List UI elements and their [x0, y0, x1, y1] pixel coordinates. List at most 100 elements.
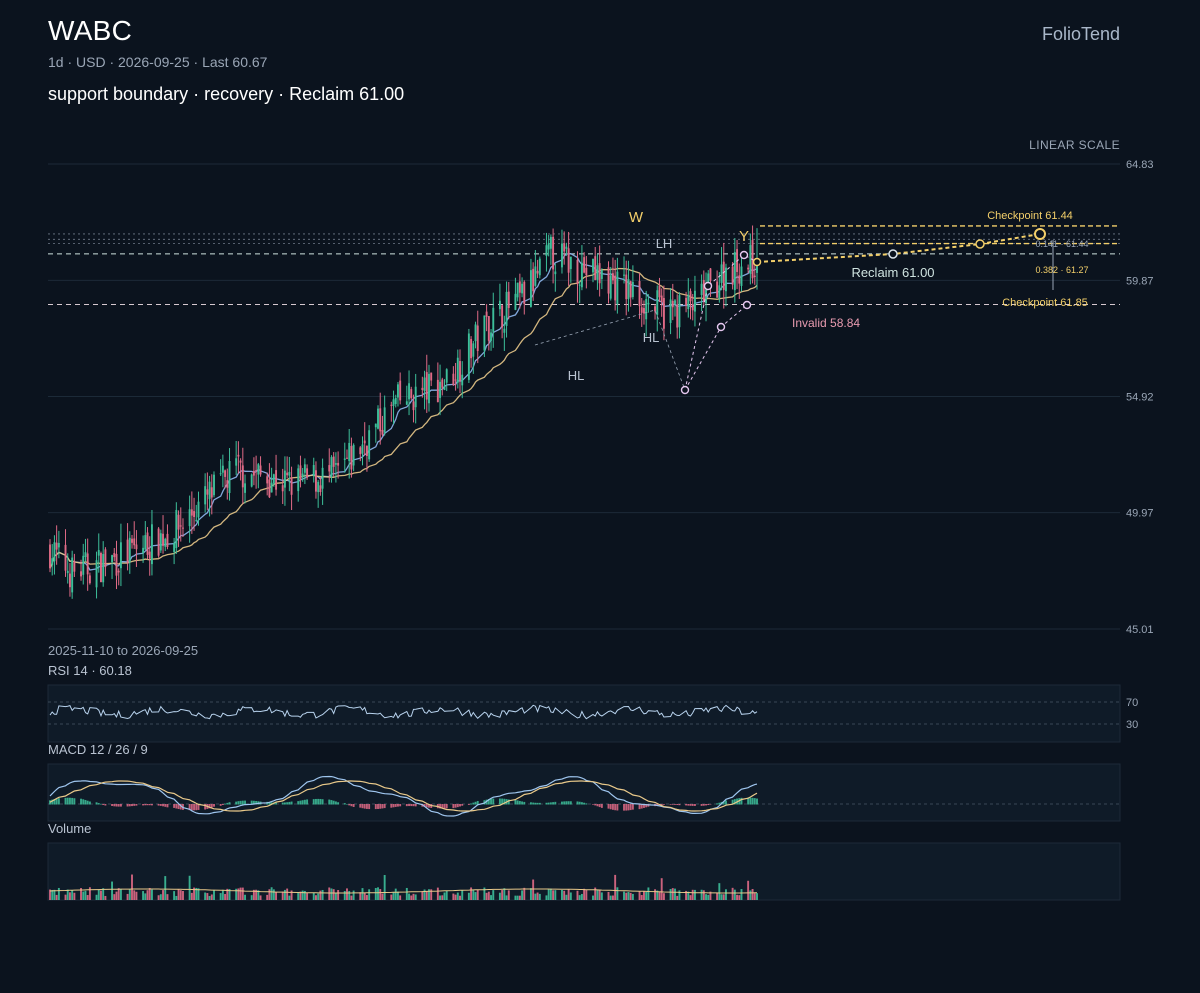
candle-body: [576, 259, 579, 285]
volume-bar: [439, 895, 442, 900]
volume-bar: [627, 891, 630, 900]
chart-subtitle: support boundary · recovery · Reclaim 61…: [48, 84, 405, 104]
macd-hist-bar: [740, 797, 743, 805]
macd-hist-bar: [71, 797, 74, 805]
candle-body: [529, 270, 532, 307]
candle-body: [100, 552, 102, 583]
candle-body: [702, 280, 705, 301]
y-tick-label: 64.83: [1126, 159, 1154, 171]
macd-hist-bar: [576, 801, 579, 805]
candle-body: [73, 561, 76, 572]
fib-label-upper: 0.141 · 61.44: [1035, 239, 1088, 249]
candle-body: [330, 457, 333, 477]
volume-bar: [299, 891, 302, 900]
volume-bar: [461, 890, 464, 900]
volume-bar: [456, 892, 459, 900]
macd-hist-bar: [102, 804, 105, 805]
candle-body: [241, 465, 244, 488]
volume-bar: [625, 892, 628, 900]
macd-hist-bar: [97, 803, 100, 805]
volume-bar: [306, 893, 309, 900]
macd-hist-bar: [554, 801, 557, 805]
candle-body: [71, 557, 74, 593]
candle-body: [753, 275, 756, 277]
volume-bar: [115, 891, 118, 900]
volume-bar: [749, 890, 752, 900]
volume-bar: [257, 890, 260, 900]
candle-body: [503, 328, 506, 333]
volume-bar: [361, 888, 364, 900]
volume-bar: [270, 887, 273, 900]
candle-body: [104, 549, 107, 568]
volume-bar: [408, 893, 410, 900]
candle-body: [623, 274, 625, 276]
macd-hist-bar: [580, 802, 583, 805]
volume-bar: [600, 892, 603, 900]
volume-bar: [580, 893, 583, 900]
candle-body: [501, 305, 504, 328]
macd-hist-bar: [337, 802, 340, 805]
macd-hist-bar: [148, 804, 151, 806]
volume-bar: [545, 895, 548, 900]
volume-bar: [379, 889, 382, 900]
candle-body: [731, 266, 734, 285]
macd-hist-bar: [111, 804, 114, 806]
candle-body: [244, 483, 246, 493]
macd-hist-bar: [751, 797, 754, 805]
volume-bar: [328, 887, 331, 900]
macd-hist-bar: [459, 804, 461, 807]
candle-body: [133, 538, 136, 546]
candle-body: [346, 457, 348, 459]
volume-bar: [213, 890, 215, 900]
macd-hist-bar: [131, 804, 133, 807]
volume-bar: [290, 890, 293, 900]
macd-hist-bar: [705, 804, 707, 806]
volume-bar: [221, 889, 224, 900]
volume-bar: [268, 889, 271, 900]
candle-body: [718, 285, 721, 299]
candle-body: [467, 333, 470, 380]
candle-body: [428, 373, 430, 404]
candle-body: [219, 473, 222, 475]
macd-hist-bar: [133, 804, 136, 806]
macd-hist-bar: [73, 798, 76, 805]
candle-body: [193, 511, 196, 517]
macd-hist-bar: [228, 802, 231, 805]
volume-bar: [538, 893, 541, 900]
macd-hist-bar: [631, 804, 634, 810]
candle-body: [567, 248, 570, 273]
macd-hist-bar: [718, 802, 721, 805]
macd-hist-bar: [224, 803, 227, 805]
candle-body: [638, 281, 641, 307]
candle-body: [301, 473, 304, 478]
volume-bar: [485, 892, 488, 900]
volume-bar: [142, 891, 145, 900]
volume-panel[interactable]: [47, 842, 1121, 901]
volume-bar: [547, 889, 550, 900]
reclaim-label: Reclaim 61.00: [851, 265, 934, 280]
candle-body: [259, 465, 262, 475]
volume-bar: [97, 889, 100, 900]
candle-body: [64, 544, 67, 571]
volume-bar: [592, 895, 594, 900]
volume-bar: [722, 894, 725, 900]
macd-hist-bar: [594, 804, 597, 806]
volume-bar: [753, 893, 756, 900]
candlesticks[interactable]: [49, 225, 758, 599]
volume-bar: [740, 889, 743, 900]
candle-body: [716, 281, 719, 298]
macd-frame: [47, 763, 1121, 822]
macd-hist-bar: [88, 801, 91, 805]
macd-hist-bar: [115, 804, 118, 807]
macd-panel[interactable]: [47, 763, 1121, 822]
candle-body: [328, 465, 331, 472]
volume-bar: [629, 892, 632, 900]
volume-bar: [266, 894, 269, 900]
scale-mode-label[interactable]: LINEAR SCALE: [1029, 138, 1120, 152]
volume-bar: [55, 894, 58, 900]
volume-bar: [95, 894, 98, 900]
rsi-panel[interactable]: 70 30: [47, 684, 1138, 743]
volume-bar: [414, 894, 417, 900]
macd-hist-bar: [689, 804, 692, 806]
